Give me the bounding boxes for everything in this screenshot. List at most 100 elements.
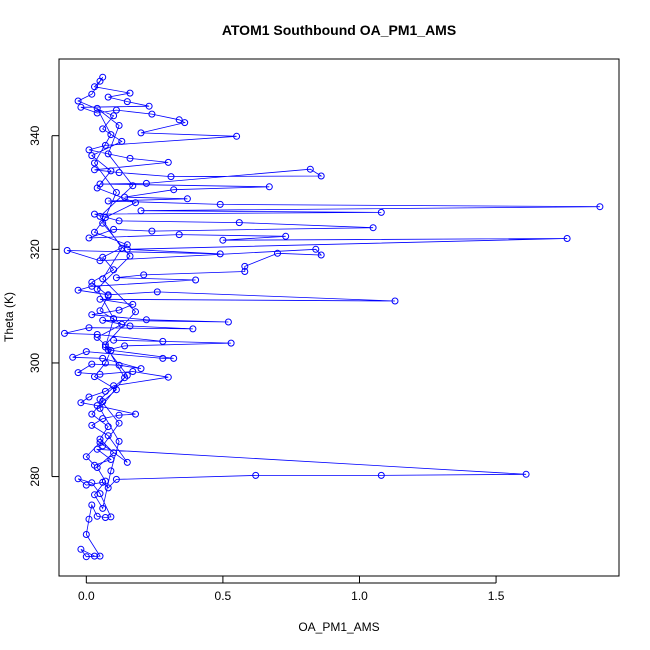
data-point <box>110 336 118 344</box>
y-tick-label: 280 <box>28 466 42 486</box>
series-line-group <box>64 76 600 558</box>
data-point <box>137 129 145 137</box>
data-point <box>61 329 68 337</box>
data-point <box>101 343 109 351</box>
data-point <box>101 359 109 367</box>
data-point <box>96 212 104 220</box>
data-point <box>96 435 104 443</box>
data-point <box>74 369 82 377</box>
data-point <box>235 219 243 227</box>
data-point <box>93 184 101 192</box>
data-point <box>274 249 281 257</box>
x-tick-label: 0.5 <box>215 589 232 603</box>
data-point <box>233 132 241 140</box>
data-point <box>121 342 129 350</box>
data-point <box>99 504 107 512</box>
data-point <box>317 172 325 180</box>
data-point <box>175 231 183 239</box>
data-point <box>96 552 104 560</box>
data-point <box>265 183 273 191</box>
data-point <box>77 103 85 111</box>
data-point <box>118 137 126 145</box>
data-point <box>167 173 175 181</box>
data-point <box>88 90 96 98</box>
data-point <box>93 109 101 117</box>
y-axis: 280 300 320 340 <box>28 125 59 487</box>
data-point <box>252 471 260 479</box>
data-point <box>104 484 112 492</box>
data-point <box>132 308 139 316</box>
data-point <box>99 219 107 227</box>
data-point <box>107 131 115 139</box>
data-point <box>148 227 156 235</box>
data-point <box>110 112 118 120</box>
data-point <box>63 247 71 254</box>
x-tick-label: 1.0 <box>351 589 368 603</box>
data-point <box>112 189 120 196</box>
data-point <box>563 235 571 242</box>
data-point <box>112 106 120 114</box>
data-point <box>183 195 191 203</box>
data-point <box>85 393 93 401</box>
data-point <box>123 371 131 379</box>
data-point <box>142 179 150 187</box>
data-point <box>112 274 120 282</box>
data-point <box>115 437 123 445</box>
data-point <box>91 159 98 167</box>
data-point <box>159 337 167 345</box>
data-point <box>104 292 112 300</box>
data-point <box>74 475 82 483</box>
data-point <box>369 224 377 232</box>
data-point <box>126 252 134 260</box>
data-point <box>107 167 115 175</box>
data-point <box>91 228 98 236</box>
data-point <box>377 471 385 479</box>
data-point <box>85 146 93 154</box>
data-point <box>96 404 104 412</box>
data-point <box>93 285 101 293</box>
data-point <box>82 531 90 538</box>
data-point <box>91 491 98 499</box>
data-point <box>137 207 145 215</box>
data-point <box>88 360 96 368</box>
data-point <box>148 110 156 118</box>
data-point <box>88 421 96 429</box>
data-point <box>93 464 101 471</box>
data-point <box>82 553 90 561</box>
data-point <box>115 169 123 177</box>
data-point <box>93 512 101 520</box>
data-point <box>85 515 93 523</box>
data-point <box>312 245 320 253</box>
data-point <box>85 234 93 242</box>
data-point <box>104 93 112 101</box>
data-point <box>93 333 101 341</box>
data-point <box>82 453 90 461</box>
data-point <box>391 297 399 305</box>
data-point <box>377 208 385 216</box>
data-point <box>118 320 126 328</box>
data-point <box>115 411 123 419</box>
data-point <box>101 141 109 149</box>
data-point <box>219 236 227 244</box>
data-point <box>227 339 235 347</box>
data-point <box>69 353 77 361</box>
data-point <box>132 410 139 418</box>
data-point <box>129 182 137 190</box>
data-point <box>192 276 200 284</box>
data-point <box>88 501 96 509</box>
data-point <box>115 122 123 129</box>
data-point <box>88 152 96 160</box>
data-point <box>140 271 148 279</box>
data-point <box>115 419 123 427</box>
data-point <box>99 253 107 261</box>
data-point <box>164 373 172 381</box>
data-point <box>93 445 101 453</box>
data-point <box>110 315 118 323</box>
data-point <box>77 399 85 407</box>
data-point <box>93 331 101 338</box>
data-point <box>107 347 115 354</box>
data-point <box>129 300 137 308</box>
data-point <box>101 387 109 395</box>
series-points-group <box>61 73 604 561</box>
